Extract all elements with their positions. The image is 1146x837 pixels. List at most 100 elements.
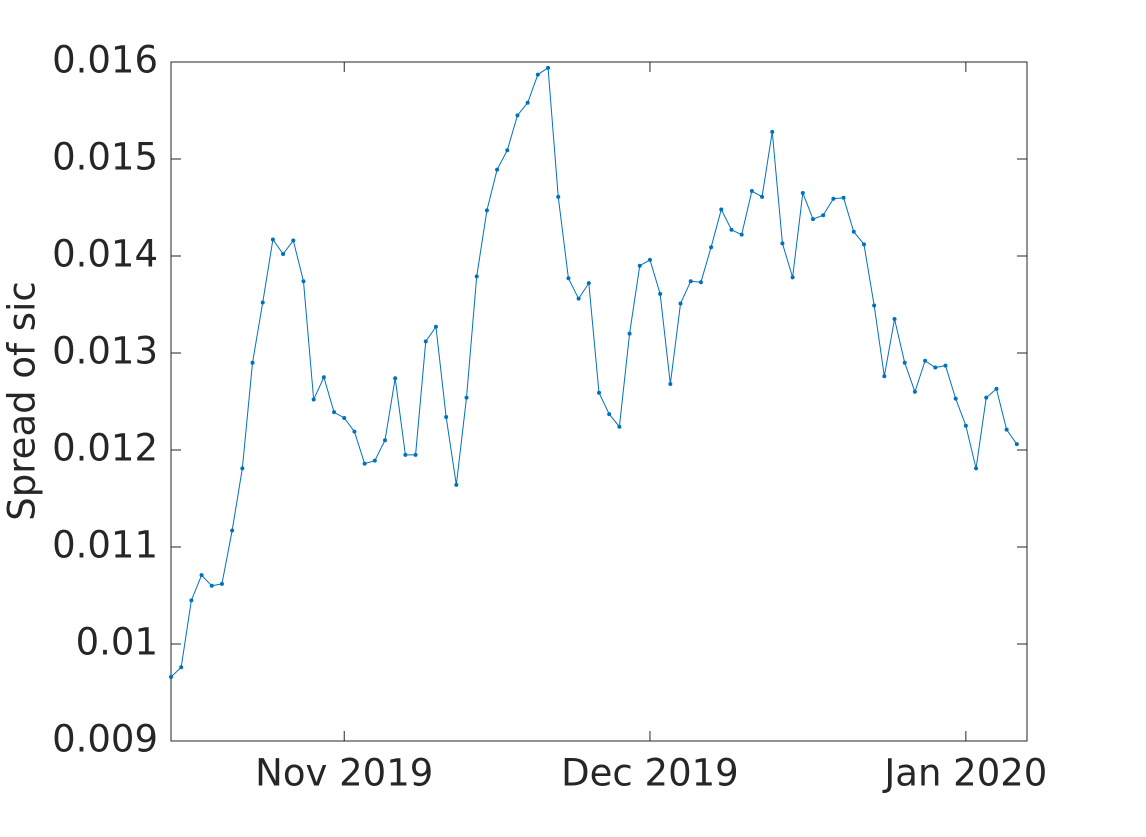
data-point [627,331,632,336]
data-point [576,296,581,301]
data-point [423,339,428,344]
data-point [352,429,357,434]
data-point [984,395,989,400]
data-point [484,208,489,213]
data-point [199,573,204,578]
data-point [403,452,408,457]
data-point [933,365,938,370]
data-point [535,72,540,77]
data-point [790,275,795,280]
data-point [474,274,479,279]
data-point [250,360,255,365]
data-point [821,213,826,218]
y-tick-label: 0.015 [52,136,158,179]
y-tick-label: 0.014 [52,233,158,276]
data-point [861,242,866,247]
data-point [566,276,571,281]
data-point [556,194,561,199]
data-point [617,424,622,429]
data-point [219,581,224,586]
data-point [678,301,683,306]
data-point [780,241,785,246]
data-point [841,195,846,200]
data-point [974,466,979,471]
data-point [698,280,703,285]
data-point [444,415,449,420]
data-point [332,410,337,415]
data-point [525,100,530,105]
data-point [505,148,510,153]
data-point [688,279,693,284]
data-point [362,461,367,466]
y-tick-label: 0.009 [52,718,158,761]
data-point [464,395,469,400]
data-point [1014,442,1019,447]
data-point [433,324,438,329]
y-tick-label: 0.016 [52,39,158,82]
x-tick-label: Jan 2020 [882,752,1047,795]
data-point [943,363,948,368]
data-point [668,382,673,387]
data-point [372,458,377,463]
data-point [260,300,265,305]
data-point [831,196,836,201]
data-point [495,167,500,172]
data-point [454,482,459,487]
data-point [189,598,194,603]
data-point [637,263,642,268]
data-point [301,279,306,284]
data-point [291,238,296,243]
data-point [902,360,907,365]
y-tick-label: 0.011 [52,524,158,567]
data-point [770,129,775,134]
data-line [170,66,1018,678]
data-point [230,528,235,533]
data-point [963,423,968,428]
data-point [281,252,286,257]
data-point [811,217,815,222]
data-point [321,375,326,380]
data-point [800,190,805,195]
data-point [739,232,744,237]
data-point [209,583,214,588]
data-point [953,396,958,401]
y-tick-label: 0.013 [52,330,158,373]
data-point [393,376,398,381]
y-tick-label: 0.01 [76,621,158,664]
data-point [383,438,387,443]
data-point [515,113,520,118]
data-point [342,415,347,420]
data-point [760,194,765,199]
data-point [240,466,245,471]
data-point [413,452,418,457]
data-point [851,229,856,234]
data-point [179,665,184,670]
data-point [719,207,724,212]
x-tick-label: Nov 2019 [255,752,433,795]
data-point [729,227,734,232]
x-tick-label: Dec 2019 [561,752,739,795]
data-point [270,237,275,242]
data-point [169,674,173,679]
data-point [872,303,877,308]
data-point [1004,427,1009,432]
plot-box [170,61,1028,742]
data-point [311,397,316,402]
data-point [546,65,551,70]
data-point [647,257,652,262]
data-point [658,291,663,296]
data-point [597,390,601,395]
data-point [709,245,714,250]
data-point [994,386,999,391]
data-point [749,189,754,194]
data-point [892,317,897,322]
data-point [586,281,591,286]
data-point [912,389,917,394]
y-axis-label: Spread of sic [1,281,44,520]
y-tick-label: 0.012 [52,427,158,470]
data-point [923,358,928,363]
data-point [607,412,612,417]
data-point [882,374,887,379]
